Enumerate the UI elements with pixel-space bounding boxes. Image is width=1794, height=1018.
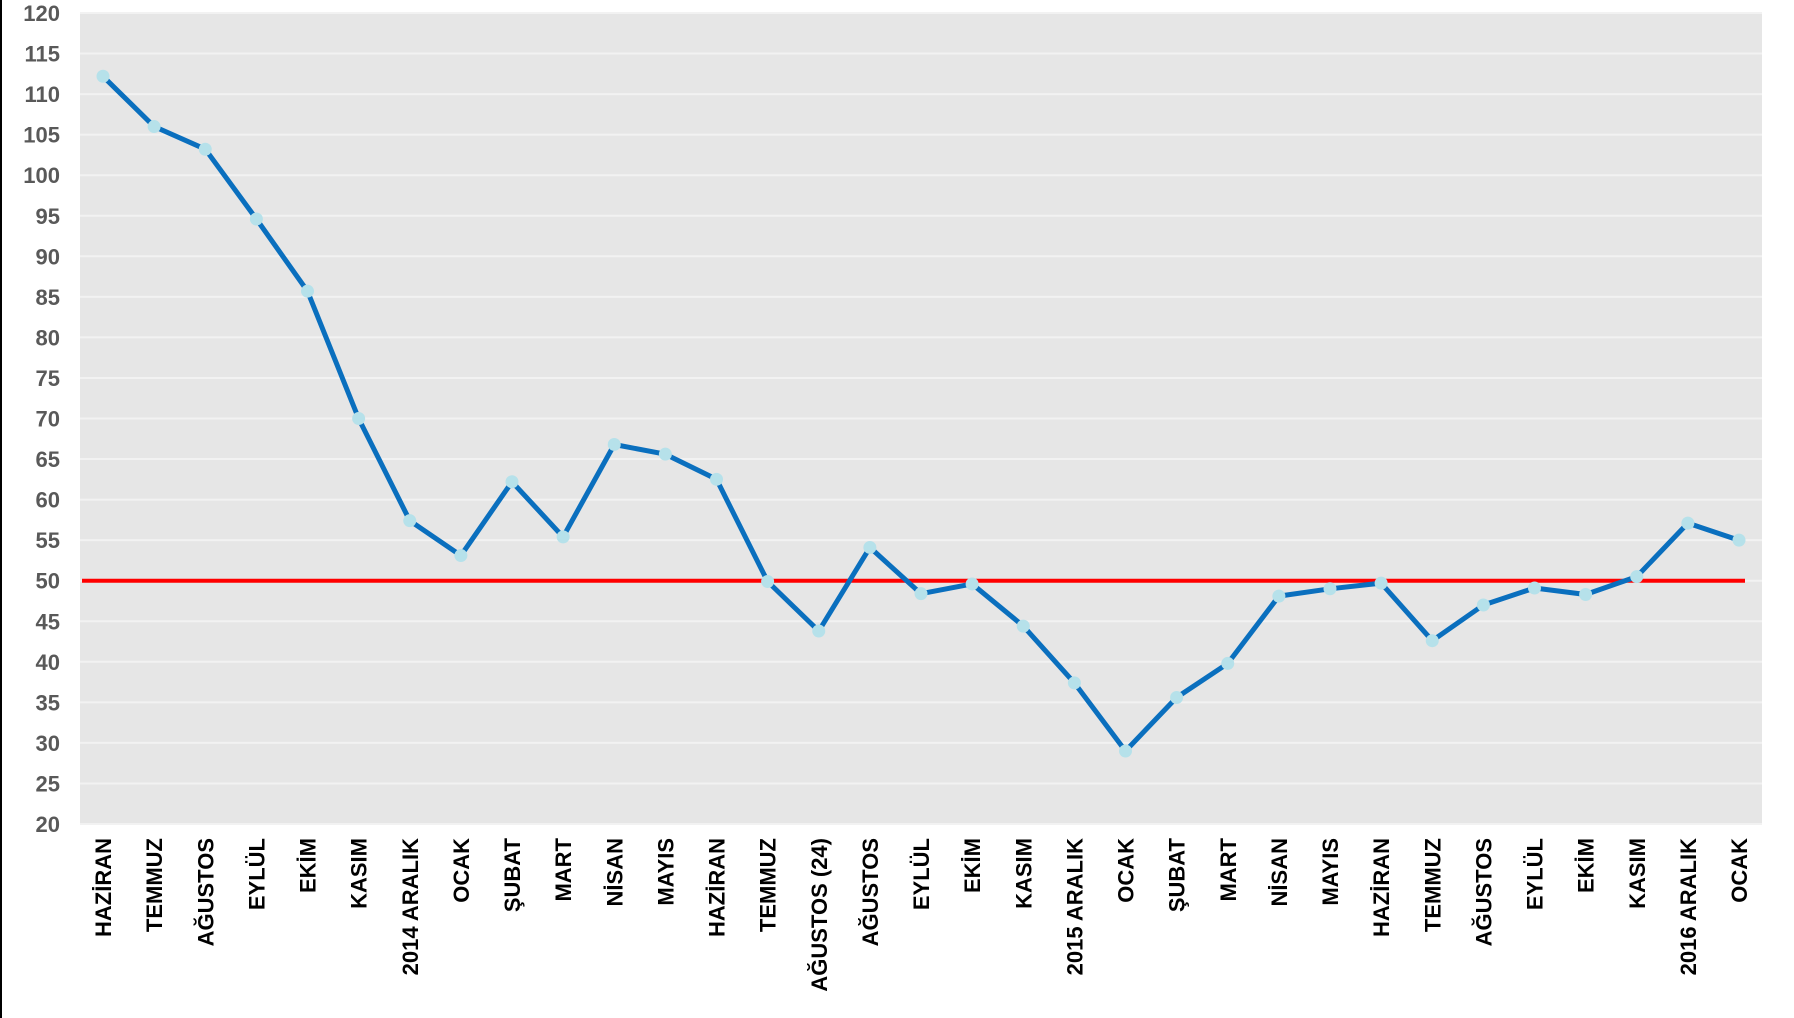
- y-tick-label: 30: [36, 731, 60, 756]
- x-axis-ticks: HAZİRAN TEMMUZ AĞUSTOS EYLÜL EKİM KASIM 2014 A…: [91, 837, 1752, 991]
- x-tick-label: TEMMUZ: [756, 838, 781, 932]
- y-tick-label: 80: [36, 325, 60, 350]
- y-tick-label: 90: [36, 244, 60, 269]
- data-point: [505, 475, 519, 489]
- data-point: [1425, 634, 1439, 648]
- x-tick-label: EKİM: [960, 838, 985, 893]
- y-tick-label: 40: [36, 650, 60, 675]
- x-tick-label: NİSAN: [1267, 838, 1292, 906]
- data-point: [403, 514, 417, 528]
- y-tick-label: 20: [36, 812, 60, 837]
- x-tick-label: 2014 ARALIK: [398, 838, 423, 975]
- x-tick-label: EKİM: [1574, 838, 1599, 893]
- data-point: [1067, 676, 1081, 690]
- x-tick-label: AĞUSTOS: [858, 838, 883, 946]
- y-tick-label: 120: [23, 1, 60, 26]
- data-point: [1323, 582, 1337, 596]
- y-tick-label: 50: [36, 569, 60, 594]
- y-tick-label: 70: [36, 407, 60, 432]
- data-point: [1579, 587, 1593, 601]
- data-point: [1681, 516, 1695, 530]
- data-point: [1630, 570, 1644, 584]
- x-tick-label: MART: [551, 837, 576, 901]
- y-tick-label: 95: [36, 204, 60, 229]
- markers-layer: [96, 69, 1746, 758]
- data-point: [198, 142, 212, 156]
- left-edge-divider: [0, 0, 2, 1018]
- gridlines: [80, 12, 1762, 825]
- data-point: [1732, 533, 1746, 547]
- data-point: [1119, 744, 1132, 758]
- y-tick-label: 100: [23, 163, 60, 188]
- x-tick-label: HAZİRAN: [1369, 838, 1394, 937]
- y-tick-label: 25: [36, 771, 60, 796]
- data-point: [1221, 656, 1235, 670]
- data-point: [965, 577, 979, 591]
- x-tick-label: ŞUBAT: [500, 837, 525, 912]
- x-tick-label: MAYIS: [1318, 838, 1343, 906]
- data-point: [249, 212, 263, 226]
- y-tick-label: 85: [36, 285, 60, 310]
- x-tick-label: AĞUSTOS: [193, 838, 218, 946]
- x-tick-label: OCAK: [1727, 838, 1752, 903]
- data-point: [301, 284, 314, 298]
- data-point: [147, 120, 161, 134]
- x-tick-label: EYLÜL: [244, 838, 269, 910]
- y-tick-label: 75: [36, 366, 60, 391]
- data-point: [914, 587, 928, 601]
- y-tick-label: 55: [36, 528, 60, 553]
- data-point: [1272, 589, 1286, 603]
- x-tick-label: OCAK: [1114, 838, 1139, 903]
- data-point: [1170, 690, 1184, 704]
- data-point: [658, 447, 672, 461]
- x-tick-label: NİSAN: [602, 838, 627, 906]
- x-tick-label: EYLÜL: [1523, 838, 1548, 910]
- data-point: [1476, 598, 1490, 612]
- data-point: [761, 575, 775, 589]
- y-tick-label: 60: [36, 488, 60, 513]
- data-point: [812, 624, 826, 638]
- x-tick-label: MART: [1216, 837, 1241, 901]
- data-point: [454, 549, 468, 563]
- y-tick-label: 65: [36, 447, 60, 472]
- x-tick-label: 2016 ARALIK: [1676, 838, 1701, 975]
- data-point: [1016, 619, 1030, 633]
- x-tick-label: HAZİRAN: [91, 838, 116, 937]
- data-point: [1374, 576, 1388, 590]
- x-tick-label: KASIM: [347, 838, 372, 909]
- x-tick-label: OCAK: [449, 838, 474, 903]
- x-tick-label: TEMMUZ: [1420, 838, 1445, 932]
- x-tick-label: EYLÜL: [909, 838, 934, 910]
- y-tick-label: 105: [23, 123, 60, 148]
- y-tick-label: 110: [25, 82, 61, 107]
- x-tick-label: MAYIS: [653, 838, 678, 906]
- x-tick-label: ŞUBAT: [1165, 837, 1190, 912]
- data-point: [863, 540, 877, 554]
- y-axis-ticks: 20 25 30 35 40 45 50 55 60 65 70 75 80 85 90 95 100 105 11…: [23, 1, 60, 837]
- x-tick-label: EKİM: [296, 838, 321, 893]
- y-tick-label: 115: [25, 42, 61, 67]
- x-tick-label: KASIM: [1625, 838, 1650, 909]
- x-tick-label: 2015 ARALIK: [1062, 838, 1087, 975]
- x-tick-label: AĞUSTOS: [1471, 838, 1496, 946]
- y-tick-label: 35: [36, 690, 60, 715]
- data-point: [607, 437, 621, 451]
- data-point: [710, 472, 723, 486]
- x-tick-label: KASIM: [1011, 838, 1036, 909]
- data-point: [1528, 581, 1541, 595]
- data-point: [352, 412, 366, 425]
- data-point: [556, 530, 570, 544]
- x-tick-label: TEMMUZ: [142, 838, 167, 932]
- y-tick-label: 45: [36, 609, 60, 634]
- x-tick-label: AĞUSTOS (24): [807, 838, 832, 992]
- data-point: [96, 69, 110, 83]
- x-tick-label: HAZİRAN: [705, 838, 730, 937]
